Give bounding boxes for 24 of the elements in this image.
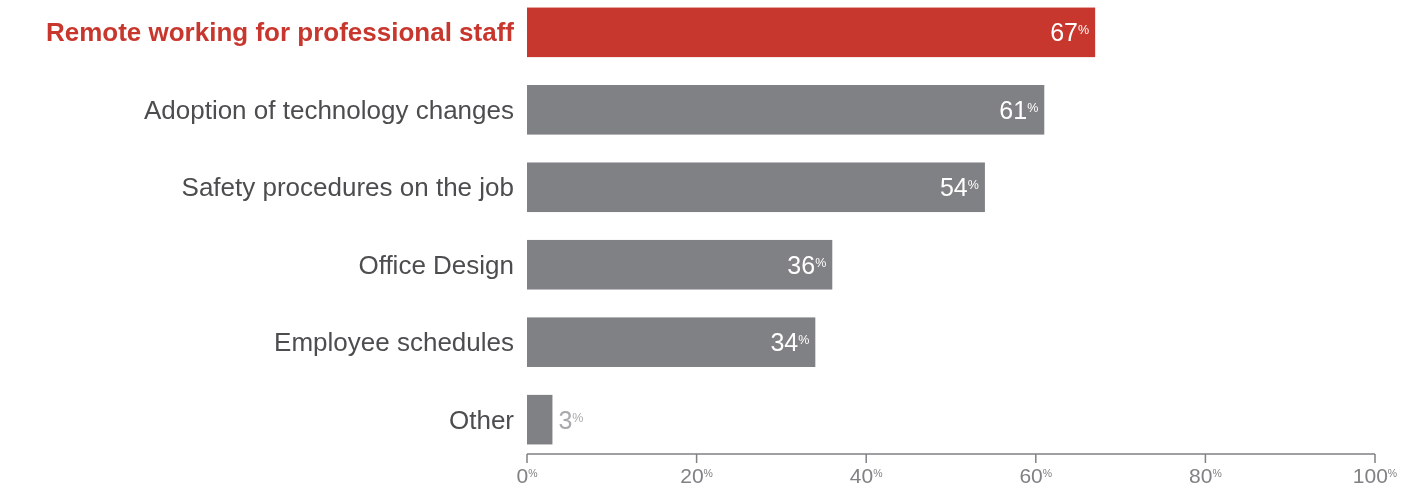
data-label: 54$^{%}$ [939,173,979,202]
x-tick-label: 0$^{%}$ [516,464,538,487]
bar [527,85,1045,135]
y-tick-label: Other [448,404,515,435]
x-tick-label: 20$^{%}$ [680,464,713,487]
y-tick-label: Safety procedures on the job [181,172,514,203]
bar [527,317,816,367]
data-label: 3$^{%}$ [558,405,584,434]
x-tick-label: 60$^{%}$ [1019,464,1053,487]
data-label: 67$^{%}$ [1050,18,1090,47]
bar [527,162,985,213]
y-tick-label: Adoption of technology changes [143,94,514,125]
bar [527,394,553,445]
bar [527,239,833,290]
data-label: 34$^{%}$ [770,328,810,357]
y-tick-label: Office Design [358,249,514,280]
data-label: 61$^{%}$ [999,95,1039,124]
data-label: 36$^{%}$ [787,250,827,279]
y-tick-label: Remote working for professional staff [45,17,515,48]
x-tick-label: 100$^{%}$ [1352,464,1398,487]
x-tick-label: 40$^{%}$ [849,464,883,487]
x-tick-label: 80$^{%}$ [1189,464,1222,487]
y-tick-label: Employee schedules [274,327,514,358]
bar [527,7,1096,58]
